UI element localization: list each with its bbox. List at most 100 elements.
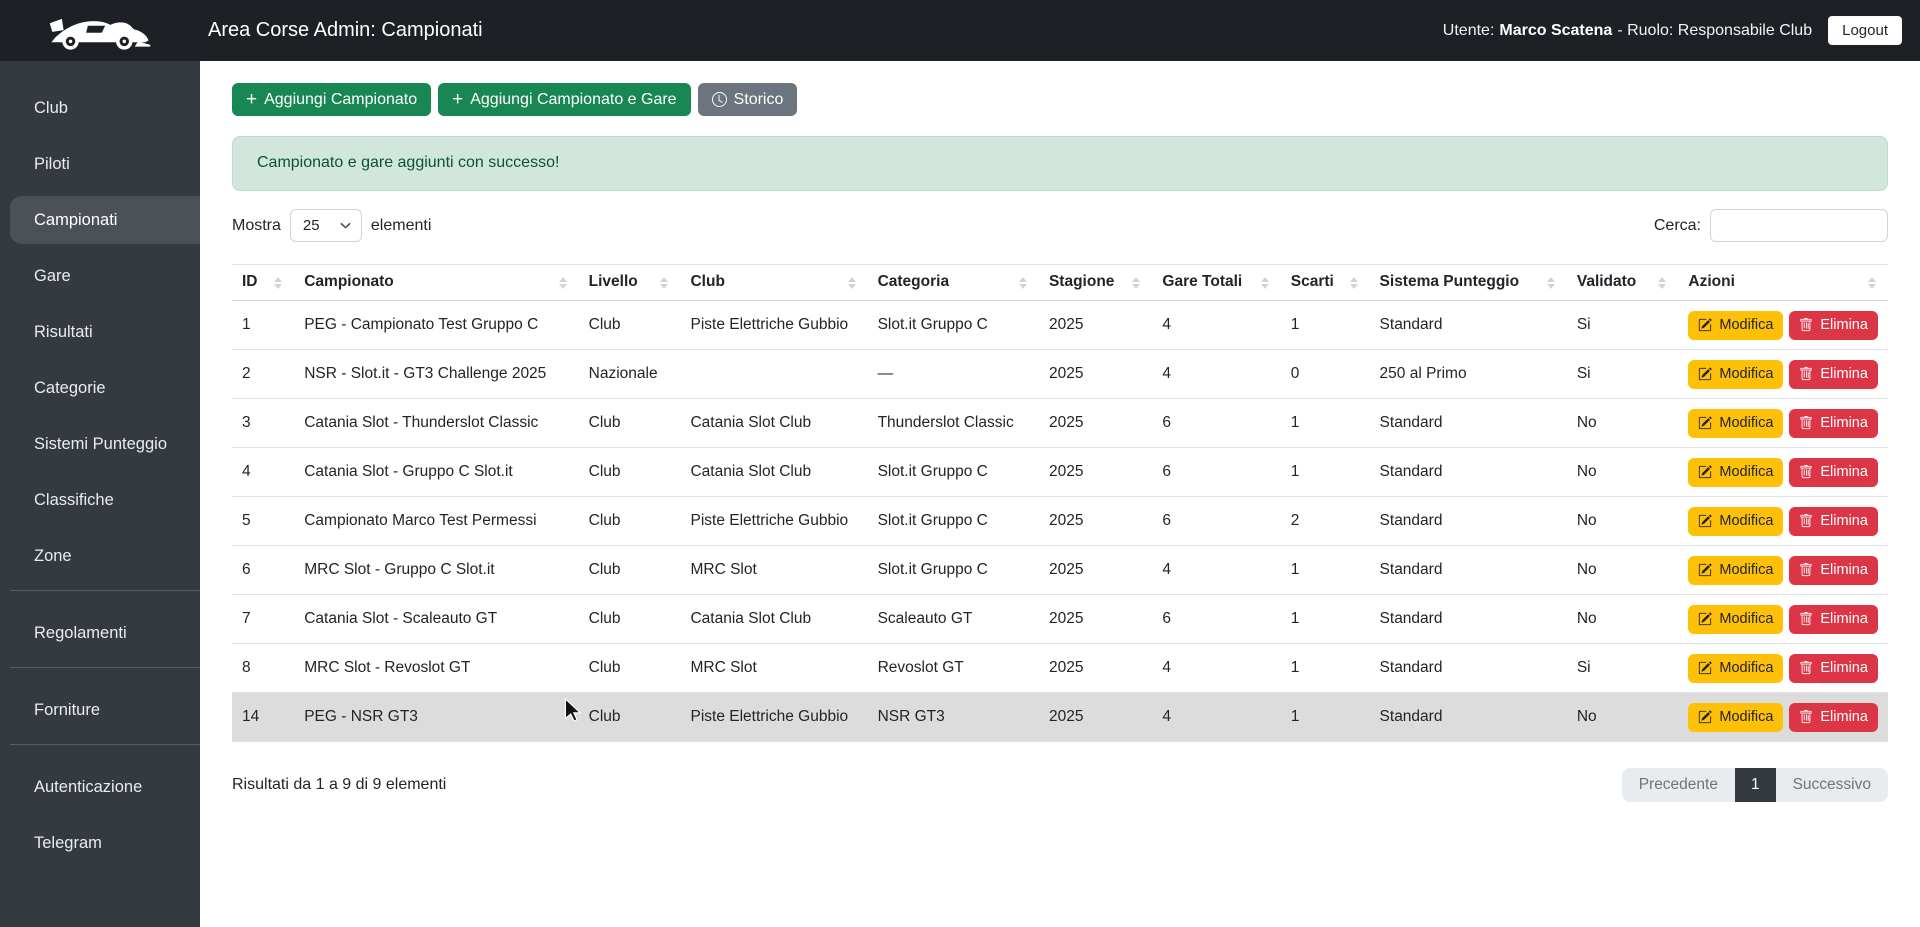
page-length-select[interactable]: 25 [289, 209, 362, 242]
sidebar-item-telegram[interactable]: Telegram [34, 834, 102, 852]
column-header-club[interactable]: Club [680, 264, 868, 301]
cell-stagione: 2025 [1038, 398, 1153, 448]
cell-id: 6 [232, 545, 295, 595]
sort-icon [274, 276, 283, 289]
cell-categoria: NSR GT3 [867, 692, 1039, 742]
cell-azioni: Modifica Elimina [1678, 496, 1888, 546]
pencil-square-icon [1698, 318, 1713, 332]
sidebar-item-zone[interactable]: Zone [34, 547, 72, 565]
pencil-square-icon [1698, 612, 1713, 626]
delete-button[interactable]: Elimina [1789, 408, 1878, 438]
cell-campionato: PEG - NSR GT3 [294, 692, 579, 742]
edit-button[interactable]: Modifica [1688, 653, 1784, 683]
table-row: 2 NSR - Slot.it - GT3 Challenge 2025 Nazio… [232, 349, 1888, 399]
cell-scarti: 1 [1280, 300, 1370, 350]
pagination-previous[interactable]: Precedente [1621, 768, 1735, 802]
sort-icon [1658, 276, 1667, 289]
pencil-square-icon [1698, 710, 1713, 724]
pagination-next[interactable]: Successivo [1775, 768, 1888, 802]
cell-gare-totali: 4 [1152, 692, 1281, 742]
column-header-azioni[interactable]: Azioni [1678, 264, 1888, 301]
sidebar-item-gare[interactable]: Gare [34, 267, 71, 285]
column-header-campionato[interactable]: Campionato [294, 264, 579, 301]
column-header-validato[interactable]: Validato [1566, 264, 1679, 301]
delete-button[interactable]: Elimina [1789, 653, 1878, 683]
trash-icon [1799, 612, 1813, 626]
history-button[interactable]: Storico [697, 83, 798, 116]
sidebar-item-autenticazione[interactable]: Autenticazione [34, 778, 143, 796]
edit-button[interactable]: Modifica [1688, 702, 1784, 732]
pencil-square-icon [1698, 367, 1713, 381]
add-championship-races-button[interactable]: + Aggiungi Campionato e Gare [438, 83, 691, 116]
sidebar-item-regolamenti[interactable]: Regolamenti [34, 624, 127, 642]
delete-button[interactable]: Elimina [1789, 310, 1878, 340]
column-header-sistema-punteggio[interactable]: Sistema Punteggio [1369, 264, 1567, 301]
pagination: Precedente 1 Successivo [1621, 768, 1888, 802]
cell-categoria: — [867, 349, 1039, 399]
delete-button[interactable]: Elimina [1789, 555, 1878, 585]
column-header-scarti[interactable]: Scarti [1280, 264, 1370, 301]
sidebar-item-risultati[interactable]: Risultati [34, 323, 93, 341]
cell-categoria: Scaleauto GT [867, 594, 1039, 644]
sidebar-item-piloti[interactable]: Piloti [34, 155, 70, 173]
column-header-stagione[interactable]: Stagione [1038, 264, 1153, 301]
delete-button[interactable]: Elimina [1789, 604, 1878, 634]
cell-validato: No [1566, 496, 1679, 546]
cell-campionato: MRC Slot - Gruppo C Slot.it [294, 545, 579, 595]
page-length-control: Mostra 25 elementi [232, 209, 431, 242]
sort-icon [558, 276, 567, 289]
edit-button[interactable]: Modifica [1688, 310, 1784, 340]
plus-icon: + [246, 88, 258, 110]
sidebar-item-sistemi-punteggio[interactable]: Sistemi Punteggio [34, 435, 167, 453]
edit-button[interactable]: Modifica [1688, 359, 1784, 389]
delete-button[interactable]: Elimina [1789, 359, 1878, 389]
pencil-square-icon [1698, 465, 1713, 479]
sidebar-item-categorie[interactable]: Categorie [34, 379, 106, 397]
cell-sistema-punteggio: Standard [1369, 496, 1567, 546]
app-logo [0, 10, 200, 52]
table-row: 8 MRC Slot - Revoslot GT Club MRC Slot Revos… [232, 643, 1888, 693]
sidebar-item-classifiche[interactable]: Classifiche [34, 491, 114, 509]
column-header-gare-totali[interactable]: Gare Totali [1152, 264, 1281, 301]
cell-validato: Si [1566, 300, 1679, 350]
cell-azioni: Modifica Elimina [1678, 545, 1888, 595]
cell-scarti: 2 [1280, 496, 1370, 546]
delete-button[interactable]: Elimina [1789, 506, 1878, 536]
column-header-id[interactable]: ID [232, 264, 295, 301]
sidebar-item-campionati[interactable]: Campionati [10, 196, 200, 244]
trash-icon [1799, 367, 1813, 381]
edit-button[interactable]: Modifica [1688, 457, 1784, 487]
column-header-categoria[interactable]: Categoria [867, 264, 1039, 301]
sidebar-item-club[interactable]: Club [34, 99, 68, 117]
delete-button[interactable]: Elimina [1789, 702, 1878, 732]
cell-gare-totali: 4 [1152, 545, 1281, 595]
table-row: 6 MRC Slot - Gruppo C Slot.it Club MRC Slot… [232, 545, 1888, 595]
cell-stagione: 2025 [1038, 447, 1153, 497]
cell-azioni: Modifica Elimina [1678, 447, 1888, 497]
cell-gare-totali: 4 [1152, 643, 1281, 693]
page-title: Area Corse Admin: Campionati [208, 19, 483, 41]
cell-id: 8 [232, 643, 295, 693]
cell-scarti: 1 [1280, 398, 1370, 448]
edit-button[interactable]: Modifica [1688, 506, 1784, 536]
edit-button[interactable]: Modifica [1688, 604, 1784, 634]
add-championship-button[interactable]: + Aggiungi Campionato [232, 83, 432, 116]
logout-button[interactable]: Logout [1828, 16, 1902, 45]
cell-gare-totali: 6 [1152, 398, 1281, 448]
table-row: 3 Catania Slot - Thunderslot Classic Club C… [232, 398, 1888, 448]
edit-button[interactable]: Modifica [1688, 555, 1784, 585]
cell-livello: Club [578, 447, 681, 497]
show-label: Mostra [232, 216, 281, 234]
clock-icon [711, 92, 727, 107]
cell-campionato: NSR - Slot.it - GT3 Challenge 2025 [294, 349, 579, 399]
cell-azioni: Modifica Elimina [1678, 398, 1888, 448]
pagination-page-1[interactable]: 1 [1734, 768, 1776, 802]
table-header-row: ID Campionato Livello Club Categoria Stagione… [232, 264, 1888, 301]
cell-stagione: 2025 [1038, 643, 1153, 693]
sidebar-item-forniture[interactable]: Forniture [34, 701, 101, 719]
cell-azioni: Modifica Elimina [1678, 300, 1888, 350]
search-input[interactable] [1710, 209, 1888, 242]
delete-button[interactable]: Elimina [1789, 457, 1878, 487]
edit-button[interactable]: Modifica [1688, 408, 1784, 438]
column-header-livello[interactable]: Livello [578, 264, 681, 301]
